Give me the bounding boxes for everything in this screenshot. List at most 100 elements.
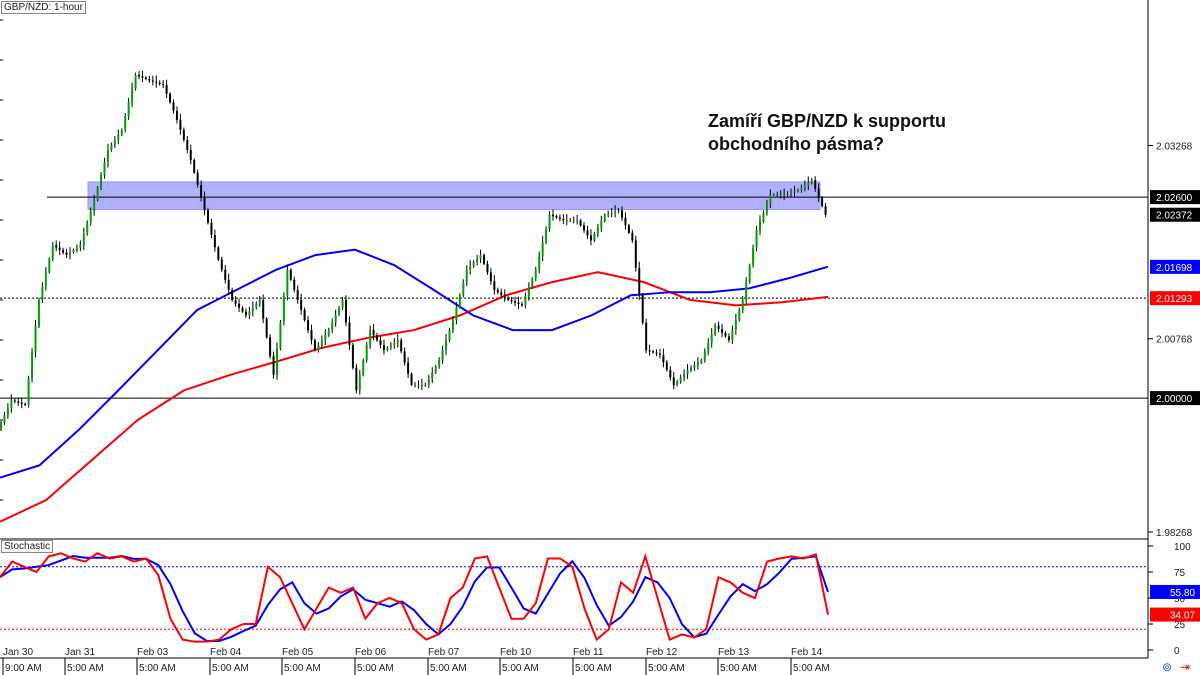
candle-body [186, 139, 189, 150]
candle-body [220, 259, 223, 270]
candle-body [790, 192, 793, 194]
candle-body [41, 286, 44, 300]
candle-body [0, 422, 2, 430]
candle-body [355, 367, 358, 391]
candle-body [472, 262, 475, 267]
ma-blue-line [0, 248, 829, 479]
candle-body [483, 255, 485, 264]
stoch-d-value: 55.80 [1170, 588, 1195, 599]
candle-body [414, 384, 416, 386]
candle-body [17, 401, 20, 403]
candle-body [258, 299, 261, 304]
candle-body [793, 191, 796, 193]
stoch-k-box [1150, 607, 1200, 622]
candle-body [327, 330, 330, 336]
candle-body [48, 258, 51, 273]
x-time-label: 5:00 AM [284, 663, 321, 674]
candle-body [289, 269, 292, 280]
x-time-label: 5:00 AM [793, 663, 830, 674]
stoch-tick-label: 25 [1174, 620, 1186, 631]
candle-body [648, 350, 651, 352]
candle-body [407, 362, 410, 374]
candle-body [75, 247, 78, 251]
candle-body [127, 102, 130, 117]
candle-body [376, 335, 379, 341]
candle-body [676, 381, 679, 385]
candle-body [20, 402, 23, 404]
candle-body [748, 265, 751, 283]
candle-body [496, 289, 499, 293]
price-label: 2.00000 [1156, 394, 1193, 405]
x-time-label: 9:00 AM [5, 663, 42, 674]
x-time-label: 5:00 AM [502, 663, 539, 674]
candle-body [724, 332, 727, 337]
candle-body [755, 230, 758, 248]
candle-body [710, 334, 713, 343]
candle-body [589, 235, 592, 241]
x-date-label: Jan 31 [65, 647, 95, 658]
candle-body [448, 330, 451, 341]
x-time-label: 5:00 AM [575, 663, 612, 674]
candle-body [379, 340, 382, 346]
candle-body [148, 79, 151, 81]
x-date-label: Feb 07 [428, 647, 460, 658]
candle-body [493, 281, 496, 290]
y-tick-label: 1.98268 [1156, 528, 1193, 539]
candle-body [320, 340, 323, 346]
candle-body [279, 322, 282, 349]
candle-body [579, 220, 582, 226]
link-icon: ⊚ [1162, 660, 1172, 674]
candle-body [200, 185, 203, 198]
candle-body [324, 335, 327, 341]
candle-body [476, 258, 479, 263]
price-label-box [1150, 190, 1200, 205]
price-label-box [1150, 259, 1200, 274]
candle-body [707, 342, 710, 352]
candle-body [10, 400, 13, 408]
candle-body [558, 217, 561, 219]
candle-body [586, 230, 589, 236]
candle-body [410, 373, 413, 385]
candle-body [772, 194, 775, 196]
candle-body [417, 384, 420, 386]
candle-body [179, 119, 182, 130]
x-date-label: Feb 05 [282, 647, 314, 658]
candle-body [717, 325, 720, 330]
candle-body [241, 307, 244, 312]
candle-body [683, 373, 686, 378]
candle-body [138, 74, 140, 77]
candle-body [310, 330, 313, 341]
candle-body [655, 352, 658, 354]
candle-body [231, 289, 234, 300]
candle-body [451, 320, 454, 331]
candle-body [62, 250, 65, 253]
candle-body [72, 250, 75, 253]
candle-body [479, 255, 482, 259]
candle-body [690, 367, 692, 371]
candle-body [759, 221, 761, 231]
candle-body [282, 296, 285, 323]
candle-body [555, 216, 558, 218]
stoch-tick-label: 100 [1174, 542, 1191, 553]
candle-body [175, 111, 178, 120]
candle-body [3, 415, 6, 423]
candle-body [431, 372, 434, 379]
candle-body [779, 194, 782, 196]
y-tick-label: 2.00768 [1156, 335, 1193, 346]
stoch-d-line [0, 555, 829, 642]
candle-body [752, 247, 755, 266]
candle-body [803, 185, 806, 188]
candle-body [351, 345, 354, 368]
candle-body [331, 322, 334, 331]
candle-body [776, 194, 779, 196]
candle-body [255, 303, 258, 308]
candle-body [686, 370, 689, 374]
candle-body [358, 375, 361, 391]
candle-body [34, 326, 37, 353]
y-tick-label: 2.03268 [1156, 141, 1193, 152]
stochastic-label: Stochastic [1, 540, 54, 553]
candle-body [348, 322, 351, 346]
x-date-label: Feb 03 [137, 647, 169, 658]
candle-body [438, 360, 441, 367]
